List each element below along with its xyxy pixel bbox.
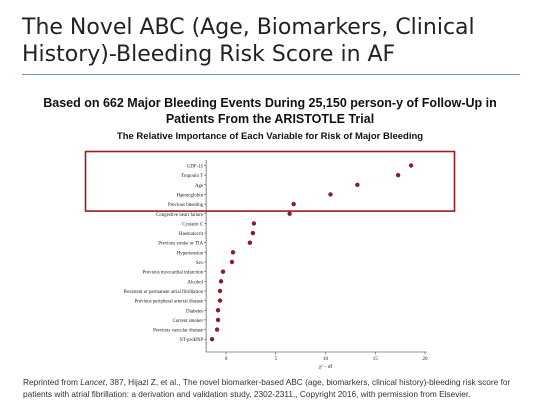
highlight-box — [84, 150, 456, 212]
data-point — [251, 221, 257, 226]
x-tick-label: 5 — [274, 356, 277, 362]
category-label: Previous peripheral arterial disease — [135, 300, 204, 305]
data-point — [355, 182, 360, 187]
data-point — [230, 250, 236, 255]
data-point — [287, 211, 292, 216]
title-divider — [22, 74, 520, 75]
chart-subheading: The Relative Importance of Each Variable… — [116, 131, 424, 142]
x-tick-label: 15 — [373, 356, 379, 362]
category-label: Previous myocardial infarction — [143, 271, 204, 276]
data-point — [209, 337, 215, 342]
credit-journal: Lancet — [80, 377, 106, 387]
data-point — [408, 163, 414, 168]
data-point — [395, 172, 401, 178]
x-axis-title: χ² – df — [319, 363, 333, 370]
data-point — [250, 230, 256, 236]
category-label: GDF-15 — [187, 165, 204, 170]
credit-rest: , 387, Hijazi Z, et al., The novel bioma… — [23, 377, 511, 399]
data-point — [217, 288, 223, 294]
headline: Based on 662 Major Bleeding Events Durin… — [43, 96, 497, 126]
credit-note: Reprinted from Lancet, 387, Hijazi Z, et… — [23, 376, 523, 400]
data-point — [291, 201, 296, 207]
category-label: Cystatin C — [182, 222, 203, 227]
category-label: Previous bleeding — [168, 203, 204, 208]
data-point — [214, 327, 220, 332]
data-point — [247, 240, 253, 245]
slide-title: The Novel ABC (Age, Biomarkers, Clinical… — [22, 15, 475, 67]
credit-prefix: Reprinted from — [23, 377, 81, 387]
category-label: Previous stroke or TIA — [158, 242, 203, 247]
category-label: Current smoker — [173, 319, 204, 324]
category-label: Hypertension — [177, 251, 204, 256]
x-tick-label: 0 — [225, 356, 228, 362]
data-point — [229, 259, 235, 265]
category-label: Alcohol — [187, 280, 203, 285]
category-label: Previous vascular disease — [153, 329, 203, 334]
data-point — [217, 298, 223, 303]
category-label: Congestive heart failure — [156, 213, 203, 218]
category-label: Sex — [196, 261, 204, 266]
data-point — [328, 192, 333, 197]
category-label: Troponin T — [181, 174, 203, 179]
category-label: Haematocrit — [179, 232, 204, 237]
data-point — [218, 279, 224, 284]
data-point — [215, 317, 221, 323]
category-label: NT-proBNP — [179, 338, 203, 343]
category-label: Diabetes — [186, 309, 203, 314]
data-point — [215, 308, 221, 313]
x-tick-label: 20 — [422, 356, 428, 362]
data-point — [220, 269, 226, 274]
category-label: Haemoglobin — [176, 193, 203, 198]
category-label: Persistent or permanent atrial fibrillat… — [124, 290, 204, 295]
category-label: Age — [195, 184, 203, 189]
x-tick-label: 10 — [323, 356, 329, 362]
